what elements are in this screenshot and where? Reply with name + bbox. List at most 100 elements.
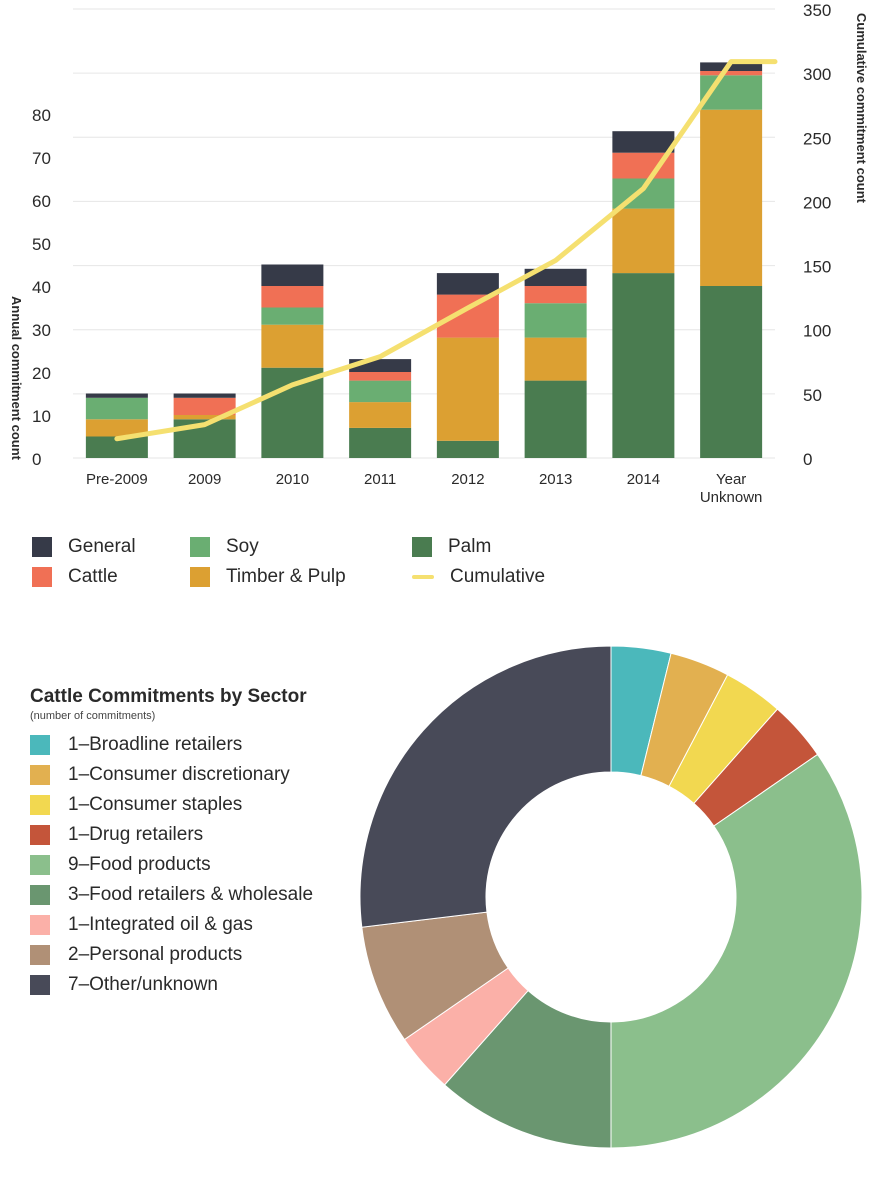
legend-label-cattle: Cattle — [68, 566, 118, 587]
donut-legend-item: 3–Food retailers & wholesale — [30, 880, 360, 910]
legend-label-soy: Soy — [226, 536, 259, 557]
donut-legend-swatch — [30, 855, 50, 875]
legend-item-general: General — [32, 536, 136, 558]
bar-segment-cattle — [261, 286, 324, 308]
legend-item-timber-pulp: Timber & Pulp — [190, 566, 346, 588]
legend-label-general: General — [68, 536, 136, 557]
y2-tick-label: 300 — [803, 65, 831, 84]
cumulative-line — [114, 59, 778, 442]
donut-legend-item: 2–Personal products — [30, 940, 360, 970]
donut-legend-item: 1–Drug retailers — [30, 820, 360, 850]
bar-segment-soy — [524, 303, 587, 338]
legend-swatch-cattle — [32, 567, 52, 587]
donut-legend-label: 9–Food products — [68, 854, 211, 875]
y2-tick-label: 250 — [803, 129, 831, 148]
x-axis-ticks: Pre-2009 2009 2010 2011 2012 2013 2014 YearUnkn… — [86, 471, 762, 506]
bar-chart-legend: General Soy Palm Cattle Timber & Pulp Cu… — [32, 536, 592, 596]
donut-legend-item: 9–Food products — [30, 850, 360, 880]
legend-item-palm: Palm — [412, 536, 491, 558]
y2-axis-label: Cumulative commitment count — [854, 13, 869, 204]
donut-chart — [359, 645, 863, 1149]
y2-tick-label: 0 — [803, 450, 812, 469]
y-axis-ticks: 0 10 20 30 40 50 60 70 80 — [32, 106, 51, 469]
bar-segment-cattle — [349, 372, 412, 381]
x-tick-label: 2010 — [276, 471, 309, 488]
legend-swatch-palm — [412, 537, 432, 557]
y-tick-label: 10 — [32, 407, 51, 426]
y-tick-label: 60 — [32, 192, 51, 211]
donut-legend-label: 3–Food retailers & wholesale — [68, 884, 314, 905]
donut-slices — [359, 645, 863, 1149]
bar-segment-timber-pulp — [349, 402, 412, 428]
bar-segment-timber-pulp — [612, 208, 675, 274]
y-tick-label: 0 — [32, 450, 41, 469]
bar-segment-timber-pulp — [173, 415, 236, 420]
bar-segment-soy — [261, 307, 324, 325]
y2-tick-label: 350 — [803, 1, 831, 20]
y2-axis-ticks: 0 50 100 150 200 250 300 350 — [803, 1, 831, 469]
donut-legend-swatch — [30, 915, 50, 935]
bar-segment-soy — [85, 397, 148, 420]
bar-segment-general — [173, 393, 236, 398]
x-tick-label: Unknown — [700, 489, 763, 506]
bar-segment-timber-pulp — [85, 419, 148, 437]
donut-legend-swatch — [30, 765, 50, 785]
donut-subtitle: (number of commitments) — [30, 710, 156, 722]
y-tick-label: 70 — [32, 149, 51, 168]
bar-segment-cattle — [173, 397, 236, 415]
donut-legend-item: 7–Other/unknown — [30, 970, 360, 1000]
bar-segment-general — [612, 131, 675, 153]
y-tick-label: 20 — [32, 364, 51, 383]
bar-segment-palm — [524, 380, 587, 458]
donut-legend-item: 1–Consumer discretionary — [30, 760, 360, 790]
bar-segment-timber-pulp — [261, 324, 324, 368]
legend-swatch-general — [32, 537, 52, 557]
donut-legend-label: 1–Drug retailers — [68, 824, 204, 845]
x-tick-label: Year — [716, 471, 746, 488]
y-tick-label: 80 — [32, 106, 51, 125]
bar-segment-timber-pulp — [700, 109, 763, 286]
x-tick-label: 2011 — [364, 471, 396, 488]
donut-legend-item: 1–Integrated oil & gas — [30, 910, 360, 940]
donut-slice-9 — [359, 645, 612, 928]
y2-tick-label: 50 — [803, 386, 822, 405]
donut-legend-swatch — [30, 795, 50, 815]
donut-legend-label: 1–Broadline retailers — [68, 734, 243, 755]
bar-segment-palm — [349, 427, 412, 458]
donut-legend-item: 1–Broadline retailers — [30, 730, 360, 760]
donut-legend-item: 1–Consumer staples — [30, 790, 360, 820]
cumulative-line-group — [114, 59, 778, 442]
bar-segment-palm — [612, 273, 675, 458]
legend-item-cumulative: Cumulative — [412, 566, 545, 588]
legend-label-timber-pulp: Timber & Pulp — [226, 566, 346, 587]
x-tick-label: 2013 — [539, 471, 572, 488]
donut-legend-swatch — [30, 735, 50, 755]
y-tick-label: 30 — [32, 321, 51, 340]
bar-segment-timber-pulp — [436, 337, 499, 441]
bar-segment-cattle — [436, 294, 499, 338]
donut-legend-label: 2–Personal products — [68, 944, 243, 965]
donut-legend-label: 1–Consumer staples — [68, 794, 243, 815]
x-tick-label: 2009 — [188, 471, 221, 488]
bar-segment-cattle — [700, 71, 763, 76]
y-tick-label: 50 — [32, 235, 51, 254]
donut-legend-label: 1–Consumer discretionary — [68, 764, 290, 785]
donut-legend-label: 7–Other/unknown — [68, 974, 218, 995]
legend-label-cumulative: Cumulative — [450, 566, 546, 587]
legend-item-soy: Soy — [190, 536, 259, 558]
bar-segment-palm — [700, 286, 763, 458]
bar-segment-general — [261, 264, 324, 286]
bar-segment-timber-pulp — [524, 337, 587, 381]
donut-legend-swatch — [30, 945, 50, 965]
x-tick-label: 2014 — [627, 471, 660, 488]
bar-segment-palm — [261, 367, 324, 458]
bars — [85, 62, 763, 458]
donut-legend-swatch — [30, 885, 50, 905]
donut-legend: Cattle Commitments by Sector (number of … — [30, 686, 360, 1000]
bar-segment-soy — [349, 380, 412, 403]
bar-segment-palm — [85, 436, 148, 458]
bar-segment-general — [700, 62, 763, 71]
donut-legend-swatch — [30, 825, 50, 845]
legend-label-palm: Palm — [448, 536, 492, 557]
